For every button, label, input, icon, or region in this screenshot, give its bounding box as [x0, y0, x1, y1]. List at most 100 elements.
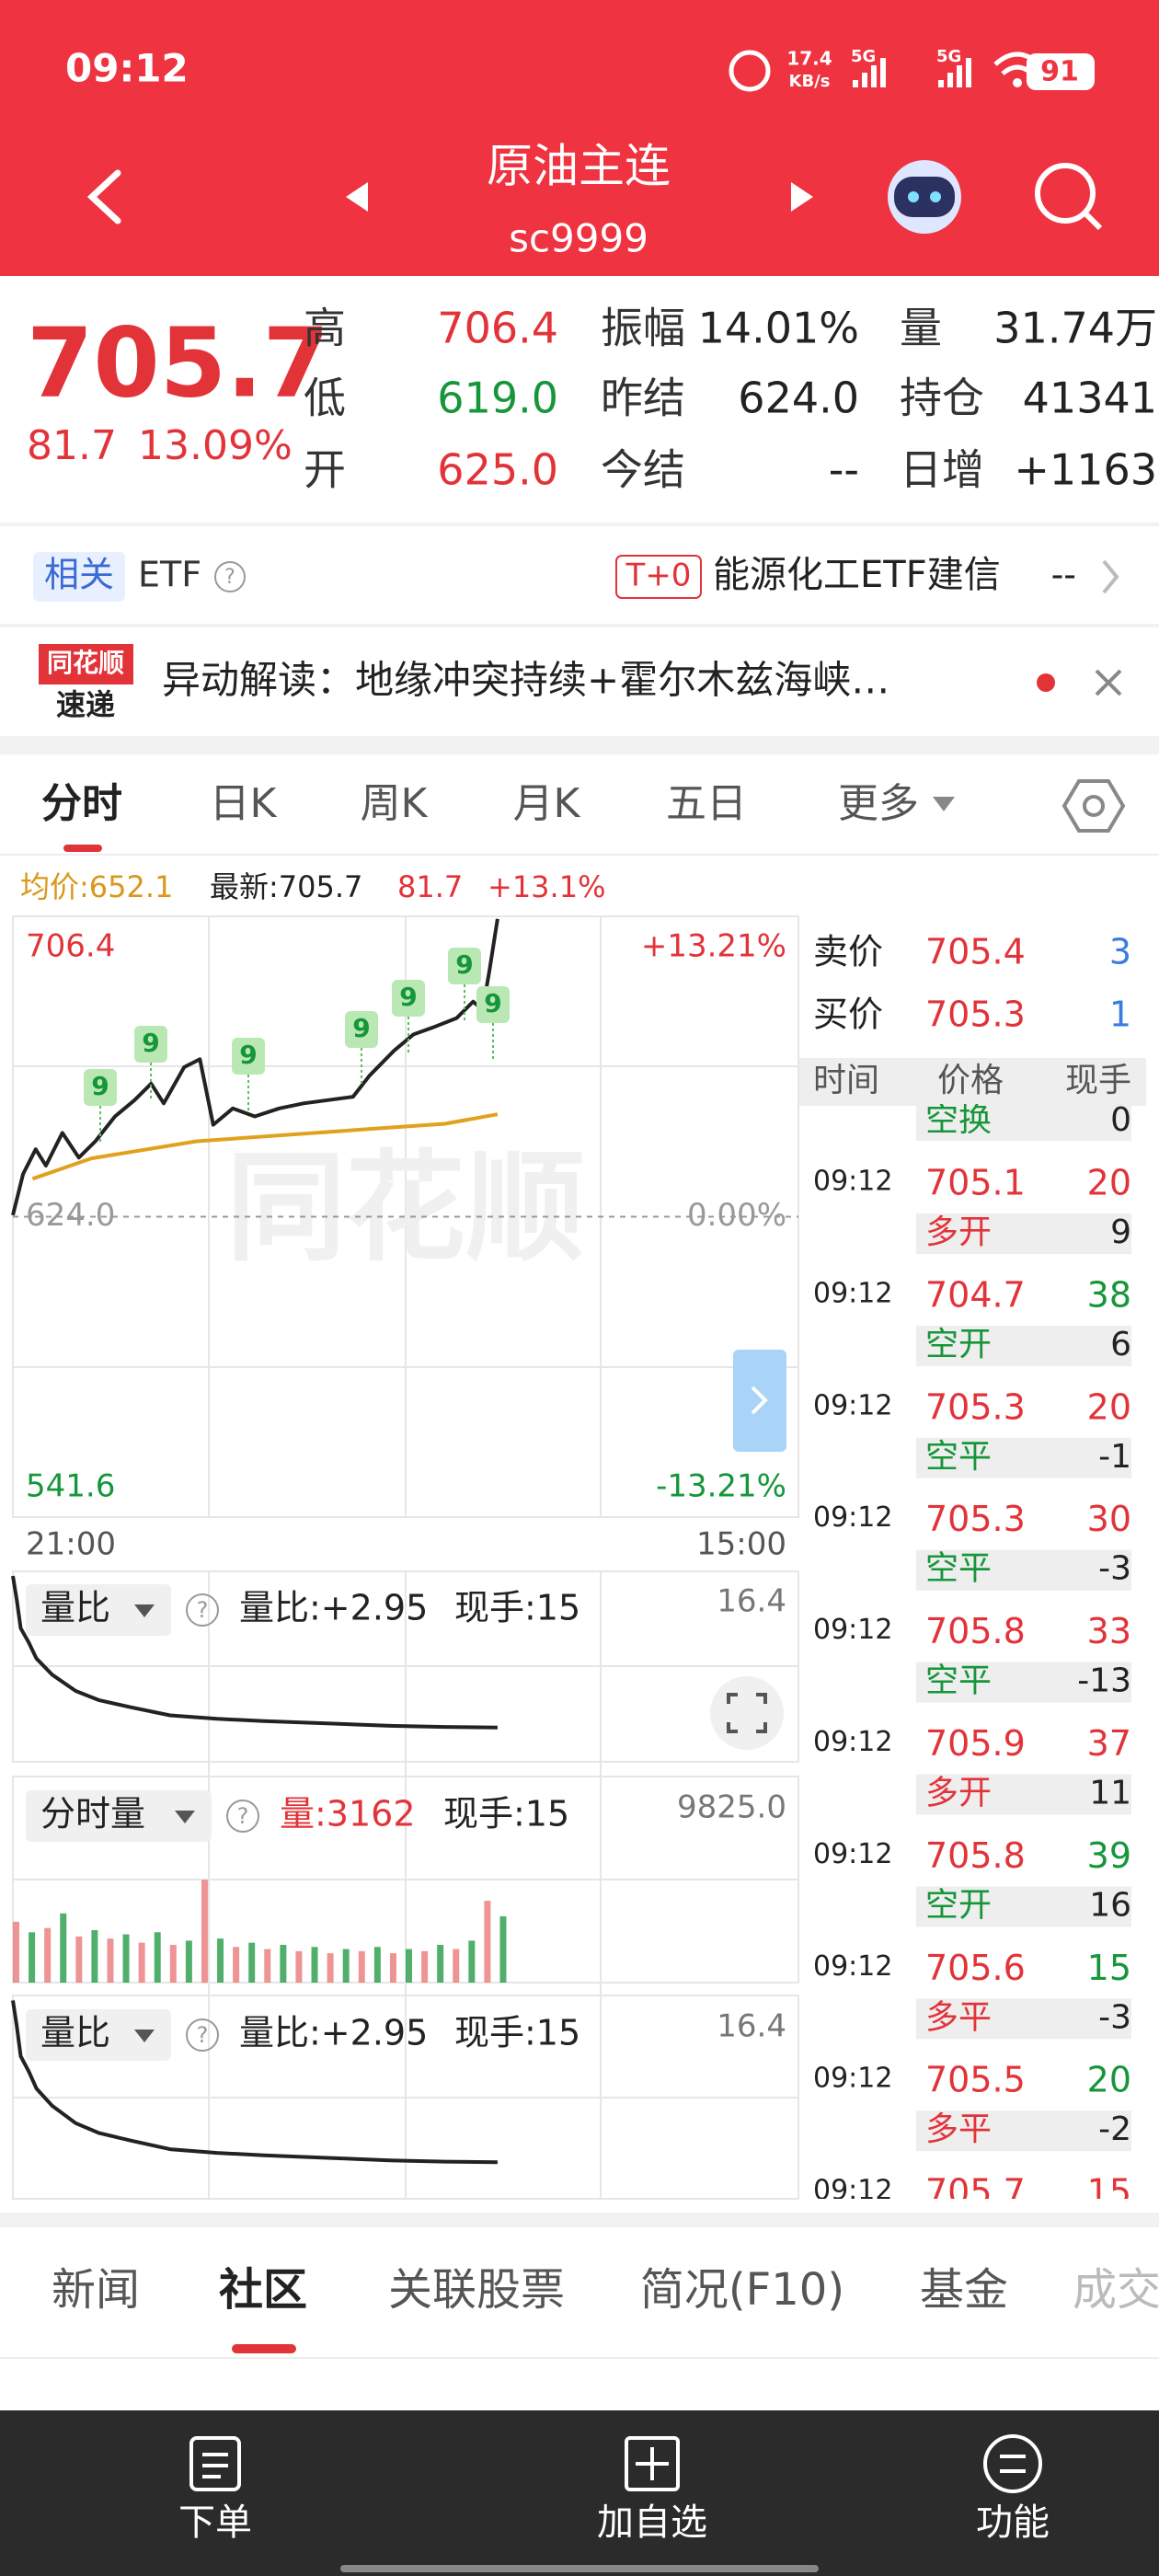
panel-hand: 现手:15: [454, 2013, 580, 2053]
trade-type-bg: [916, 1213, 1131, 1254]
bottom-tab-underline: [232, 2344, 296, 2353]
trade-price: 705.7: [925, 2172, 1026, 2213]
settings-button[interactable]: [1061, 779, 1126, 833]
volume-bar: [248, 1942, 256, 1983]
etf-chevron[interactable]: [1102, 559, 1119, 594]
help-icon[interactable]: [214, 561, 246, 592]
chart-tab[interactable]: 分时: [41, 780, 122, 827]
bid-volume: 1: [1109, 995, 1131, 1035]
volume-bar: [358, 1950, 365, 1983]
panel-title-bg[interactable]: [26, 1790, 212, 1842]
toolbar-button[interactable]: 加自选: [597, 2501, 707, 2544]
signal-label: 9: [91, 1071, 109, 1101]
volume-bar: [295, 1950, 303, 1983]
bottom-tab[interactable]: 基金: [920, 2264, 1008, 2316]
t0-label: T+0: [625, 558, 692, 594]
trade-volume: 15: [1087, 2172, 1131, 2213]
volume-bar: [169, 1944, 177, 1983]
signal-marker: [345, 1011, 378, 1048]
trade-type: 多开: [925, 1775, 992, 1812]
search-icon[interactable]: [1035, 163, 1103, 231]
volume-bar: [327, 1953, 334, 1983]
toolbar-button[interactable]: 下单: [178, 2501, 252, 2544]
news-alert-text[interactable]: 异动解读：地缘冲突持续+霍尔木兹海峡…: [162, 658, 889, 703]
help-icon[interactable]: [186, 2018, 219, 2052]
volume-bar: [373, 1947, 381, 1983]
trade-price: 705.8: [925, 1611, 1026, 1651]
panel-y-tick: 16.4: [717, 2008, 786, 2045]
stat-label: 昨结: [601, 374, 685, 423]
stat-value: +1163: [1014, 445, 1157, 495]
volume-bar: [122, 1934, 130, 1983]
trade-volume: 33: [1087, 1611, 1131, 1651]
trade-list: 空换 0 09:12 705.1 20 多开 9 09:12 704.7 38 空开 6 09:12 70…: [813, 1101, 1131, 2263]
panel-title-bg[interactable]: [26, 1584, 171, 1636]
side-scroll-button[interactable]: [733, 1350, 786, 1452]
etf-value: --: [1051, 555, 1076, 595]
expand-button[interactable]: [710, 1676, 784, 1750]
unread-dot: [1037, 673, 1055, 692]
trade-time: 09:12: [813, 1726, 892, 1758]
trade-type: 多开: [925, 1213, 992, 1251]
panel-y-tick: 9825.0: [677, 1789, 786, 1826]
chart-tab[interactable]: 更多: [838, 780, 919, 827]
chart-frame: [12, 915, 799, 2200]
trade-price: 705.3: [925, 1386, 1026, 1427]
stat-label: 高: [304, 304, 346, 353]
next-button[interactable]: [791, 182, 813, 212]
instrument-name: 原油主连: [487, 140, 671, 193]
robot-icon[interactable]: [888, 160, 961, 234]
panel-metric: 量比:+2.95: [239, 2013, 428, 2053]
bottom-tab[interactable]: 简况(F10): [640, 2264, 844, 2316]
help-mark: ?: [224, 566, 235, 589]
trade-volume: 30: [1087, 1499, 1131, 1539]
more-arrow[interactable]: [933, 797, 955, 811]
bottom-tab[interactable]: 社区: [219, 2264, 307, 2316]
help-icon[interactable]: [226, 1800, 259, 1833]
panel-title: 分时量: [40, 1794, 145, 1834]
signal-marker: [84, 1069, 117, 1106]
info-change-pct: +13.1%: [488, 869, 605, 904]
book-header: 时间: [813, 1062, 879, 1099]
stat-value: 706.4: [437, 304, 558, 353]
signal-label: 9: [352, 1013, 370, 1043]
trade-delta: 9: [1110, 1213, 1131, 1251]
net-unit: KB/s: [789, 72, 831, 91]
back-button[interactable]: [86, 169, 121, 224]
help-mark: ?: [197, 2022, 209, 2048]
panel-title-bg[interactable]: [26, 2009, 171, 2061]
tab-underline: [63, 845, 102, 852]
help-icon[interactable]: [186, 1593, 219, 1627]
etf-fund[interactable]: 能源化工ETF建信: [713, 554, 1001, 596]
panel-dropdown: [175, 1811, 195, 1823]
trade-type-bg: [916, 1549, 1131, 1591]
trade-delta: -13: [1077, 1662, 1131, 1700]
trade-type: 多开: [925, 2223, 992, 2260]
close-button[interactable]: [1095, 669, 1122, 696]
signal-label: 9: [484, 988, 501, 1018]
chart-tab[interactable]: 五日: [666, 780, 747, 827]
panel-dropdown: [134, 2030, 155, 2042]
signal-label: 5G: [851, 47, 876, 66]
prev-button[interactable]: [346, 182, 368, 212]
chart-tab[interactable]: 日K: [210, 780, 278, 827]
volume-bar: [389, 1953, 396, 1983]
trade-type-bg: [916, 2223, 1131, 2263]
volume-bar: [75, 1936, 83, 1983]
bid-label: 买价: [813, 995, 883, 1035]
trade-type: 空换: [925, 1101, 992, 1139]
bottom-tab[interactable]: 关联股票: [388, 2264, 565, 2316]
toolbar-bg: [0, 2410, 1159, 2576]
chart-tab[interactable]: 周K: [361, 780, 429, 827]
trade-type: 空平: [925, 1662, 992, 1700]
stat-value: --: [829, 445, 859, 495]
trade-type-bg: [916, 1886, 1131, 1927]
chart-tab[interactable]: 月K: [513, 780, 581, 827]
book-header-bg: [799, 1058, 1146, 1106]
toolbar-button[interactable]: 功能: [976, 2501, 1050, 2544]
signal-marker: [476, 986, 510, 1023]
panel-metric: 量:3162: [280, 1794, 416, 1834]
trade-time: 09:12: [813, 2063, 892, 2095]
bottom-tab[interactable]: 成交: [1073, 2264, 1159, 2316]
bottom-tab[interactable]: 新闻: [52, 2264, 140, 2316]
